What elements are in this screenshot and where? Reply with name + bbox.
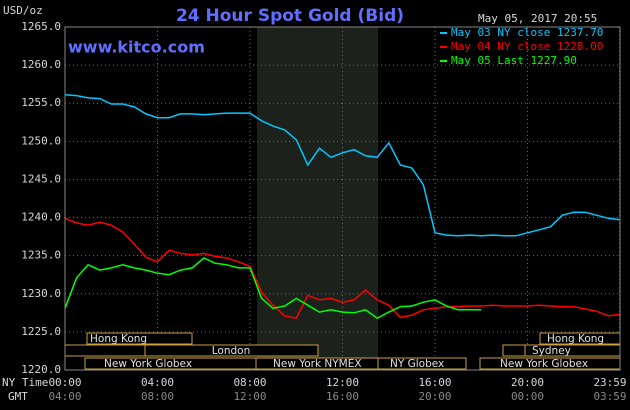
- session-box: [64, 344, 146, 357]
- y-tick-label: 1260.0: [21, 58, 61, 71]
- x2-tick-label: 08:00: [141, 390, 174, 403]
- sessions: Hong Kong London New York Globex New Yor…: [64, 332, 621, 370]
- plot-frame: [64, 26, 621, 371]
- x2-tick-label: 03:59: [593, 390, 626, 403]
- x2-tick-label: 00:00: [511, 390, 544, 403]
- legend-label: May 03 NY close 1237.70: [451, 26, 603, 39]
- session-box: [86, 332, 193, 345]
- nymex-shade: [257, 27, 378, 370]
- x2-tick-label: 20:00: [418, 390, 451, 403]
- session-label: New York NYMEX: [273, 358, 362, 370]
- y-axis-label: USD/oz: [3, 4, 43, 17]
- x2-tick-label: 12:00: [233, 390, 266, 403]
- session-label: Hong Kong: [90, 333, 147, 345]
- series-line: [64, 257, 482, 320]
- y-tick-label: 1255.0: [21, 96, 61, 109]
- y-tick-label: 1265.0: [21, 20, 61, 33]
- x2-tick-label: 16:00: [326, 390, 359, 403]
- legend-label: May 04 NY close 1228.00: [451, 40, 603, 53]
- session-label: NY Globex: [390, 358, 444, 370]
- timestamp: May 05, 2017 20:55: [478, 12, 597, 25]
- session-box: [144, 344, 319, 357]
- y-tick-label: 1225.0: [21, 325, 61, 338]
- x-tick-label: 04:00: [141, 376, 174, 389]
- y-tick-label: 1235.0: [21, 249, 61, 262]
- x-axis-label: GMT: [8, 390, 28, 403]
- x-tick-label: 23:59: [593, 376, 626, 389]
- session-label: New York Globex: [104, 358, 192, 370]
- y-tick-label: 1230.0: [21, 287, 61, 300]
- x-tick-label: 08:00: [233, 376, 266, 389]
- y-tick-label: 1245.0: [21, 172, 61, 185]
- session-label: Hong Kong: [547, 333, 604, 345]
- x-tick-label: 20:00: [511, 376, 544, 389]
- series-line: [64, 94, 621, 237]
- x-axis-label: NY Time: [2, 376, 48, 389]
- website: www.kitco.com: [68, 38, 205, 57]
- y-tick-label: 1250.0: [21, 134, 61, 147]
- legend-label: May 05 Last 1227.90: [451, 54, 577, 67]
- x2-tick-label: 04:00: [48, 390, 81, 403]
- session-box: [377, 357, 467, 370]
- y-tick-label: 1240.0: [21, 211, 61, 224]
- session-label: Sydney: [532, 345, 571, 357]
- y-tick-label: 1220.0: [21, 363, 61, 376]
- session-label: New York Globex: [500, 358, 588, 370]
- x-tick-label: 12:00: [326, 376, 359, 389]
- session-label: London: [212, 345, 251, 357]
- chart-title: 24 Hour Spot Gold (Bid): [176, 6, 404, 26]
- lines: [64, 94, 621, 320]
- x-tick-label: 00:00: [48, 376, 81, 389]
- x-tick-label: 16:00: [418, 376, 451, 389]
- session-box: [502, 344, 526, 357]
- series-line: [64, 217, 621, 320]
